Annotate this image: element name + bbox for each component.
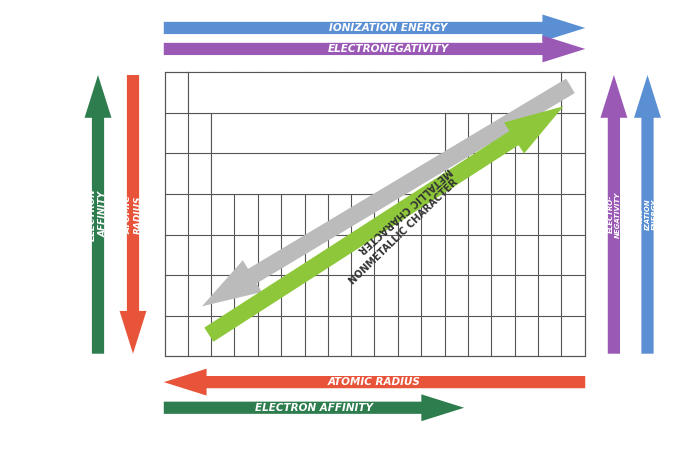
Bar: [211, 113, 444, 153]
Text: ATOMIC
RADIUS: ATOMIC RADIUS: [123, 195, 143, 234]
Text: ELECTRONEGATIVITY: ELECTRONEGATIVITY: [328, 44, 449, 54]
Bar: [164, 72, 584, 356]
Text: NONMETALLIC CHARACTER: NONMETALLIC CHARACTER: [347, 178, 459, 287]
Text: ATOMIC RADIUS: ATOMIC RADIUS: [328, 377, 421, 387]
Text: ELECTRON
AFFINITY: ELECTRON AFFINITY: [88, 188, 108, 241]
Bar: [211, 153, 444, 194]
Text: ION-
IZATION
ENERGY: ION- IZATION ENERGY: [638, 199, 657, 230]
Bar: [188, 72, 561, 113]
Bar: [164, 72, 584, 356]
Text: METALLIC CHARACTER: METALLIC CHARACTER: [356, 165, 454, 254]
Text: IONIZATION ENERGY: IONIZATION ENERGY: [329, 23, 448, 33]
Text: ELECTRO-
NEGATIVITY: ELECTRO- NEGATIVITY: [608, 191, 620, 238]
Text: ELECTRON AFFINITY: ELECTRON AFFINITY: [255, 403, 373, 413]
